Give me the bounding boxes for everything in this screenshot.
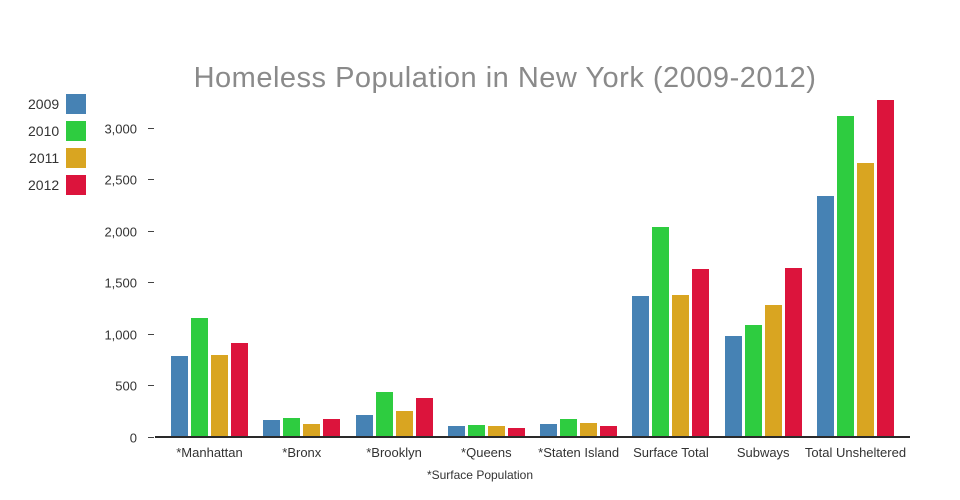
legend: 2009 2010 2011 2012 <box>28 94 87 202</box>
bar-2012 <box>231 343 248 436</box>
bar-2009 <box>724 336 742 436</box>
plot-area: *Manhattan *Bronx *Brooklyn *Queens *Staten … <box>155 100 910 460</box>
bar-2009 <box>355 415 373 436</box>
y-tick-mark <box>148 437 154 438</box>
y-tick-mark <box>148 179 154 181</box>
y-tick-label: 1,500 <box>104 275 137 291</box>
bar-2012 <box>415 398 433 436</box>
bar-2010 <box>744 325 762 436</box>
legend-swatch <box>66 175 87 195</box>
bar-2010 <box>191 318 208 436</box>
y-tick-mark <box>148 282 154 284</box>
chart-title: Homeless Population in New York (2009-20… <box>193 62 817 94</box>
bar-group: *Queens <box>447 425 525 460</box>
bar-group: Total Unsheltered <box>805 100 906 460</box>
y-tick-mark <box>148 385 154 387</box>
bar-2011 <box>487 426 505 436</box>
bar-2011 <box>672 295 690 436</box>
x-axis-label: *Brooklyn <box>366 445 422 460</box>
y-tick-label: 3,000 <box>104 121 137 137</box>
bar-2009 <box>171 356 188 436</box>
bar-2012 <box>784 268 802 436</box>
bar-group: Surface Total <box>632 227 710 460</box>
bar-2012 <box>323 419 341 436</box>
x-axis-label: *Queens <box>461 445 512 460</box>
legend-swatch <box>66 94 87 114</box>
bar-2011 <box>764 305 782 436</box>
legend-item-2009[interactable]: 2009 <box>28 94 87 114</box>
bar-2012 <box>507 428 525 436</box>
bar-2009 <box>816 196 834 436</box>
x-axis-label: Subways <box>736 445 790 460</box>
y-tick-mark <box>148 230 154 232</box>
y-tick-mark <box>148 127 154 129</box>
bar-2012 <box>692 269 710 436</box>
y-tick-label: 2,000 <box>104 224 137 240</box>
x-axis-label: Total Unsheltered <box>804 445 907 460</box>
y-tick-mark <box>148 333 154 335</box>
bar-2009 <box>263 420 281 436</box>
legend-swatch <box>66 121 87 141</box>
bar-2010 <box>283 418 301 436</box>
bar-group: *Bronx <box>263 418 341 460</box>
bar-2011 <box>580 423 598 436</box>
bar-2012 <box>876 100 894 436</box>
y-tick-label: 1,000 <box>104 327 137 343</box>
x-axis-title: *Surface Population <box>426 468 534 482</box>
x-axis-label: *Manhattan <box>176 445 243 460</box>
x-axis-label: Surface Total <box>633 445 709 460</box>
legend-item-2012[interactable]: 2012 <box>28 175 87 195</box>
x-axis-label: *Staten Island <box>538 445 620 460</box>
bar-2009 <box>632 296 650 436</box>
bar-2012 <box>600 426 618 436</box>
bar-2010 <box>652 227 670 436</box>
bar-group: Subways <box>724 268 802 460</box>
legend-item-label: 2010 <box>28 123 60 139</box>
legend-item-2011[interactable]: 2011 <box>28 148 87 168</box>
bar-group: *Staten Island <box>538 419 619 460</box>
bar-2011 <box>856 163 874 436</box>
bar-group: *Manhattan <box>171 318 248 460</box>
bar-2011 <box>395 411 413 436</box>
legend-item-label: 2009 <box>28 96 60 112</box>
bar-2010 <box>836 116 854 436</box>
y-tick-label: 2,500 <box>104 172 137 188</box>
bar-2010 <box>560 419 578 436</box>
y-axis: 0 500 1,000 1,500 2,000 2,500 3,000 <box>0 100 155 446</box>
bar-2010 <box>375 392 393 436</box>
legend-swatch <box>66 148 87 168</box>
bar-2009 <box>540 424 558 436</box>
bar-2011 <box>303 424 321 436</box>
bar-2009 <box>447 426 465 436</box>
bar-2010 <box>467 425 485 436</box>
legend-item-2010[interactable]: 2010 <box>28 121 87 141</box>
y-tick-label: 0 <box>129 430 137 446</box>
x-axis-label: *Bronx <box>282 445 322 460</box>
y-tick-label: 500 <box>115 378 137 394</box>
bar-group: *Brooklyn <box>355 392 433 460</box>
legend-item-label: 2012 <box>28 177 60 193</box>
legend-item-label: 2011 <box>29 150 60 166</box>
bar-2011 <box>211 355 228 436</box>
